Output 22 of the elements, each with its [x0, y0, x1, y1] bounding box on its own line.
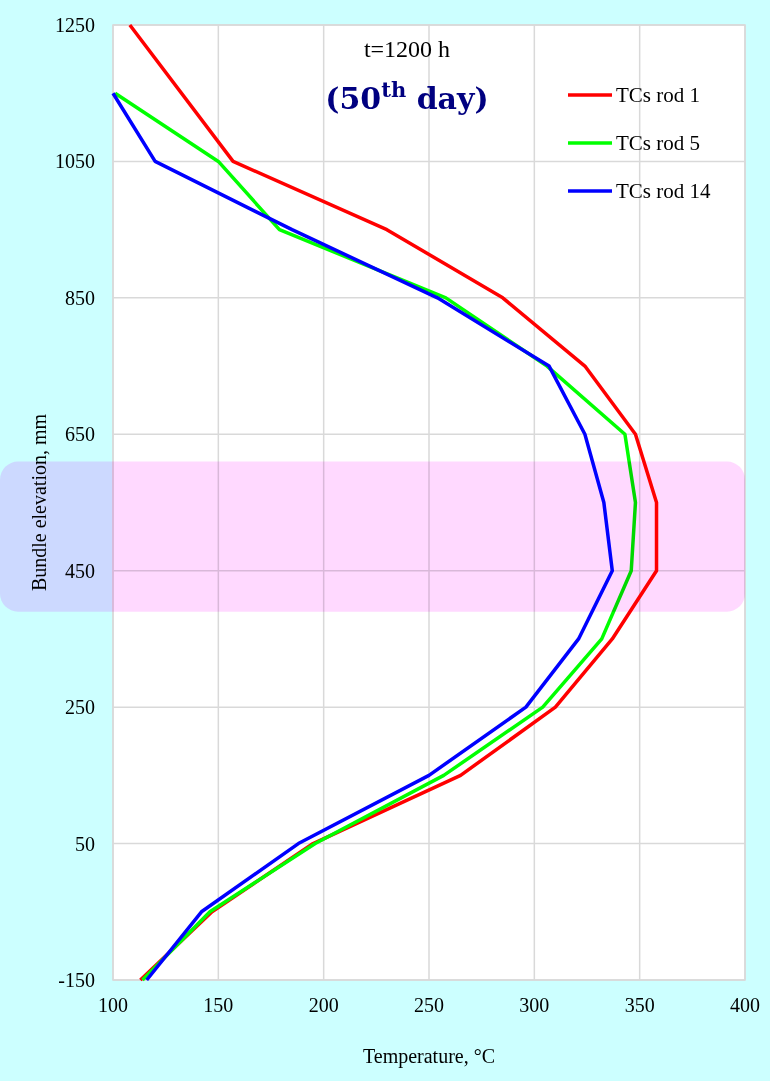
x-tick-label: 350	[624, 994, 655, 1016]
y-axis-title: Bundle elevation, mm	[28, 413, 50, 592]
legend-label: TCs rod 14	[616, 179, 711, 203]
x-tick-label: 300	[519, 994, 550, 1016]
legend-label: TCs rod 5	[616, 131, 700, 155]
x-tick-label: 200	[308, 994, 339, 1016]
x-tick-label: 400	[730, 994, 760, 1016]
y-tick-label: 450	[65, 559, 95, 582]
y-tick-label: 850	[65, 286, 95, 309]
y-tick-label: 50	[75, 832, 95, 855]
chart-title: t=1200 h	[363, 36, 451, 62]
y-tick-label: 1250	[55, 14, 95, 36]
x-axis-title: Temperature, °C	[362, 1045, 496, 1068]
y-tick-label: 1050	[55, 150, 95, 173]
text: (50$^{th}$ day)	[325, 76, 489, 116]
y-tick-label: 250	[65, 696, 95, 719]
legend-label: TCs rod 1	[616, 83, 700, 107]
x-tick-label: 100	[98, 994, 128, 1016]
y-tick-label: 650	[65, 423, 95, 446]
x-tick-label: 250	[414, 994, 444, 1016]
y-tick-label: -150	[58, 969, 95, 991]
x-tick-label: 150	[203, 994, 234, 1016]
